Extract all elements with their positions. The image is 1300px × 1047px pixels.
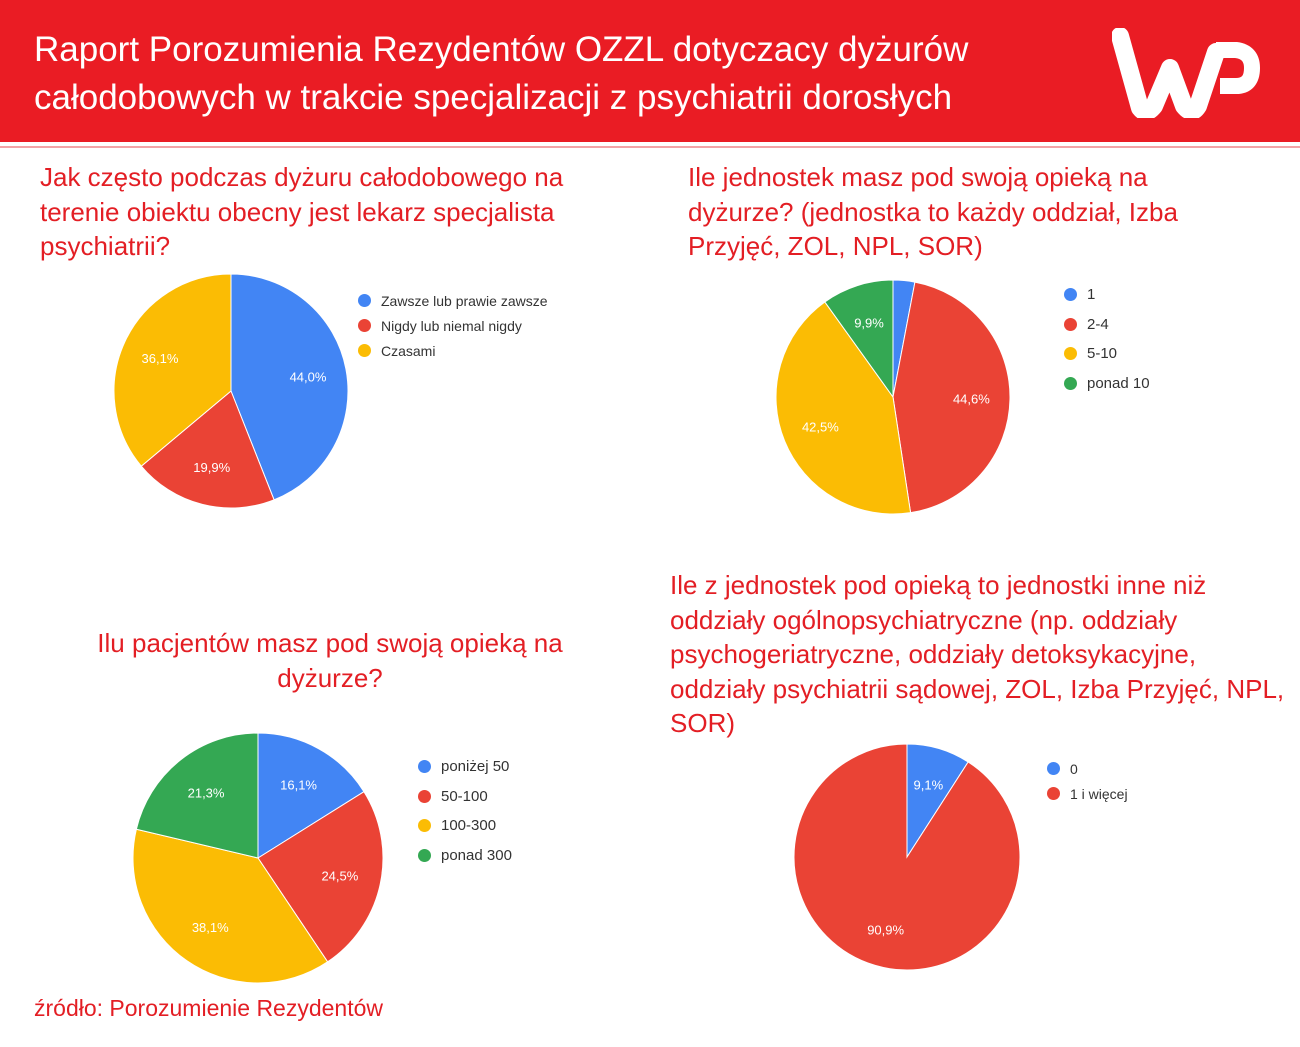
- pie-slice: [230, 273, 349, 501]
- legend-label: Czasami: [381, 342, 436, 359]
- legend-item: ponad 300: [418, 841, 512, 871]
- legend-label: Nigdy lub niemal nigdy: [381, 317, 522, 334]
- slice-label: 44,6%: [953, 391, 990, 406]
- pie-slice: [775, 301, 912, 515]
- legend-label: 5-10: [1087, 345, 1118, 363]
- slice-label: 38,1%: [192, 920, 229, 935]
- legend-label: 0: [1070, 760, 1078, 777]
- legend-dot-icon: [418, 819, 431, 833]
- chart-title-text: Ile z jednostek pod opieką to jednostki …: [670, 570, 1207, 635]
- legend-item: ponad 10: [1064, 369, 1150, 399]
- chart-title-extra: (jednostka to każdy oddział, Izba Przyję…: [688, 196, 1178, 262]
- legend-dot-icon: [418, 760, 431, 774]
- legend-dot-icon: [1047, 787, 1060, 800]
- chart-4-title: Ile z jednostek pod opieką to jednostki …: [670, 568, 1290, 741]
- slice-label: 19,9%: [193, 460, 230, 475]
- legend-label: ponad 10: [1087, 374, 1150, 392]
- chart-3-legend: poniżej 50 50-100 100-300 ponad 300: [418, 752, 512, 870]
- slice-label: 9,1%: [914, 777, 944, 792]
- legend-label: poniżej 50: [441, 758, 510, 776]
- pie-slice: [113, 273, 232, 467]
- legend-item: 5-10: [1064, 339, 1150, 369]
- legend-label: ponad 300: [441, 846, 512, 864]
- legend-dot-icon: [1064, 317, 1077, 331]
- legend-dot-icon: [418, 848, 431, 862]
- chart-1-legend: Zawsze lub prawie zawsze Nigdy lub niemal…: [358, 288, 548, 363]
- legend-label: 50-100: [441, 787, 488, 805]
- header-banner: Raport Porozumienia Rezydentów OZZL doty…: [0, 0, 1300, 142]
- legend-item: Zawsze lub prawie zawsze: [358, 288, 548, 313]
- slice-label: 36,1%: [142, 351, 179, 366]
- chart-2-legend: 1 2-4 5-10 ponad 10: [1064, 280, 1150, 398]
- pie-slice: [892, 281, 1011, 514]
- chart-1-title: Jak często podczas dyżuru całodobowego n…: [40, 160, 640, 264]
- legend-dot-icon: [1064, 347, 1077, 361]
- legend-label: 1: [1087, 286, 1096, 304]
- pie-slice: [793, 743, 1021, 971]
- wp-logo: [1112, 28, 1261, 118]
- slice-label: 24,5%: [321, 868, 358, 883]
- slice-label: 16,1%: [280, 778, 317, 793]
- legend-dot-icon: [1047, 762, 1060, 775]
- legend-item: 0: [1047, 756, 1128, 781]
- legend-dot-icon: [358, 319, 371, 332]
- legend-item: 1 i więcej: [1047, 781, 1128, 806]
- slice-label: 9,9%: [854, 315, 884, 330]
- legend-label: Zawsze lub prawie zawsze: [381, 292, 548, 309]
- legend-label: 2-4: [1087, 315, 1109, 333]
- legend-item: 1: [1064, 280, 1150, 310]
- chart-title-text: Ilu pacjentów masz pod swoją opieką na d…: [97, 628, 563, 693]
- chart-title-text: Ile jednostek masz pod swoją opieką na d…: [688, 162, 1148, 227]
- slice-label: 44,0%: [290, 369, 327, 384]
- slice-label: 21,3%: [188, 785, 225, 800]
- source-note: źródło: Porozumienie Rezydentów: [34, 995, 384, 1021]
- legend-dot-icon: [1064, 288, 1077, 302]
- legend-dot-icon: [358, 294, 371, 307]
- pie-slice: [135, 732, 259, 859]
- pie-slice: [140, 390, 275, 509]
- chart-title-extra: (np. oddziały psychogeriatryczne, oddzia…: [670, 604, 1285, 739]
- pie-slice: [257, 732, 365, 859]
- legend-label: 100-300: [441, 817, 497, 835]
- chart-2-title: Ile jednostek masz pod swoją opieką na d…: [688, 160, 1248, 264]
- legend-item: 2-4: [1064, 310, 1150, 340]
- page-title: Raport Porozumienia Rezydentów OZZL doty…: [34, 30, 969, 117]
- pie-slice: [132, 828, 329, 984]
- legend-item: 50-100: [418, 782, 512, 812]
- legend-item: 100-300: [418, 811, 512, 841]
- pie-slice: [824, 279, 894, 399]
- slice-label: 90,9%: [867, 923, 904, 938]
- legend-dot-icon: [358, 344, 371, 357]
- legend-item: poniżej 50: [418, 752, 512, 782]
- legend-dot-icon: [1064, 376, 1077, 390]
- chart-4-legend: 0 1 i więcej: [1047, 756, 1128, 806]
- legend-item: Nigdy lub niemal nigdy: [358, 313, 548, 338]
- pie-slice: [257, 790, 384, 963]
- legend-label: 1 i więcej: [1070, 785, 1128, 802]
- divider: [0, 146, 1300, 148]
- legend-dot-icon: [418, 789, 431, 803]
- chart-title-text: Jak często podczas dyżuru całodobowego n…: [40, 162, 564, 261]
- chart-3-title: Ilu pacjentów masz pod swoją opieką na d…: [80, 626, 580, 695]
- slice-label: 42,5%: [802, 420, 839, 435]
- legend-item: Czasami: [358, 338, 548, 363]
